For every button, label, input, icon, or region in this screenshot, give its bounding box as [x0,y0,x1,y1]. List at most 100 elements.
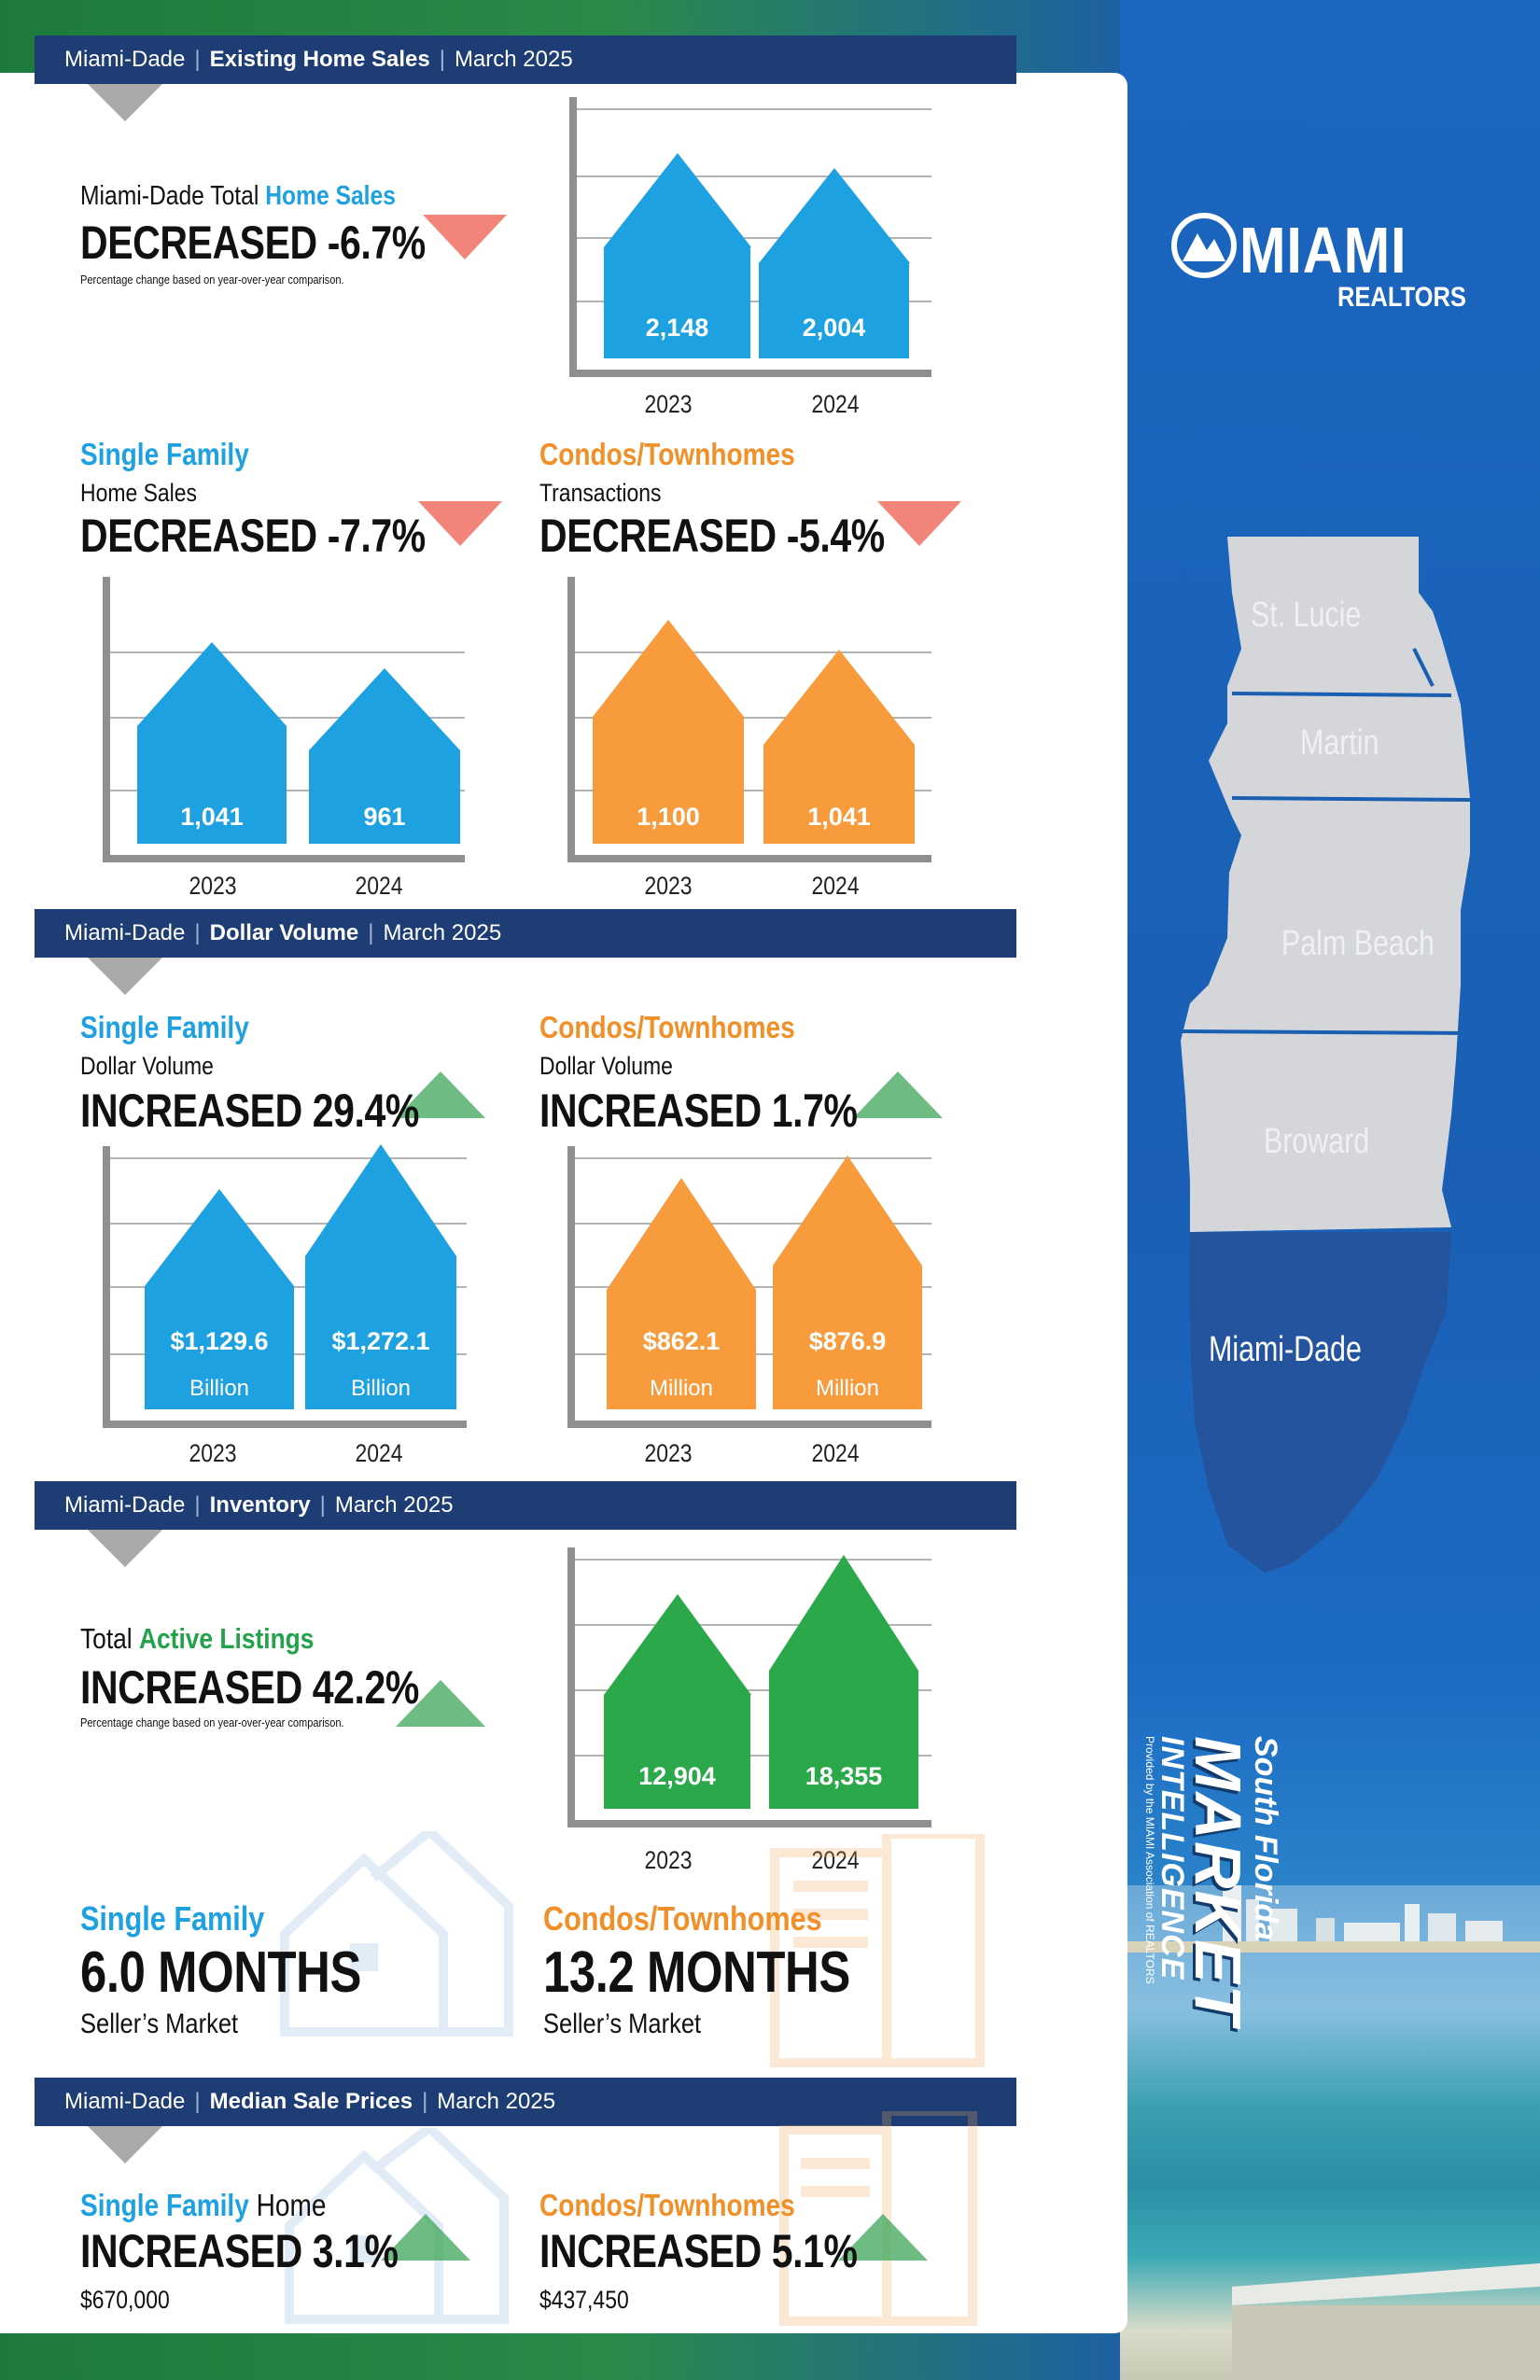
year-label: 2024 [355,1439,403,1467]
condo-median-price: $437,450 [539,2286,629,2314]
condo-months-category: Condos/Townhomes [543,1899,822,1938]
house-outline-icon [280,1831,513,2037]
total-sales-note: Percentage change based on year-over-yea… [80,273,344,287]
header-date: March 2025 [437,2089,556,2114]
header-date: March 2025 [383,920,502,945]
building-outline-icon [770,1834,985,2067]
house-outline-icon [285,2128,509,2324]
brand-line2: MARKET [1182,1736,1254,2027]
header-pointer [88,2126,162,2163]
year-label: 2023 [644,1846,693,1874]
logo-sub: REALTORS [1337,282,1466,313]
year-label: 2024 [811,1439,860,1467]
header-title: Median Sale Prices [209,2089,413,2114]
sf-sales-subtitle: Home Sales [80,479,198,507]
condo-median-headline: INCREASED 5.1% [539,2225,858,2277]
year-label: 2023 [644,390,693,418]
bar-2024: 18,355 [769,1555,918,1809]
listings-headline: INCREASED 42.2% [80,1661,419,1714]
up-arrow-icon [396,1071,485,1118]
bar-2024: 1,041 [763,650,915,844]
beach-photo [1120,1885,1540,2380]
up-arrow-icon [838,2214,928,2261]
up-arrow-icon [853,1071,943,1118]
up-arrow-icon [381,2214,470,2261]
bar-2023: $862.1 Million [607,1178,756,1409]
section-header-inventory: Miami-Dade | Inventory | March 2025 [35,1481,1016,1530]
header-area: Miami-Dade [64,47,186,72]
year-label: 2023 [644,1439,693,1467]
header-title: Existing Home Sales [209,47,430,72]
county-broward: Broward [1264,1122,1370,1161]
bar-2023: 12,904 [604,1594,751,1809]
county-st-lucie: St. Lucie [1251,595,1362,635]
total-sales-headline: DECREASED -6.7% [80,217,426,269]
header-area: Miami-Dade [64,2089,186,2114]
year-label: 2024 [811,872,860,900]
header-date: March 2025 [334,1492,454,1518]
logo-mark-icon [1171,213,1237,278]
condo-months-market: Seller’s Market [543,2009,702,2039]
bar-2024: 2,004 [759,168,910,358]
sf-volume-headline: INCREASED 29.4% [80,1085,419,1137]
sf-median-headline: INCREASED 3.1% [80,2225,399,2277]
sf-sales-headline: DECREASED -7.7% [80,510,426,562]
county-palm-beach: Palm Beach [1281,924,1435,963]
sf-months-category: Single Family [80,1899,265,1938]
year-label: 2024 [355,872,403,900]
logo-name: MIAMI [1239,214,1407,287]
down-arrow-icon [423,215,507,259]
county-martin: Martin [1300,723,1379,763]
bar-2023: 1,100 [593,620,744,844]
sf-months-headline: 6.0 MONTHS [80,1940,361,2005]
county-miami-dade: Miami-Dade [1209,1330,1362,1369]
year-label: 2023 [189,872,237,900]
header-date: March 2025 [454,47,573,72]
section-header-sales: Miami-Dade | Existing Home Sales | March 202… [35,35,1016,84]
condo-volume-category: Condos/Townhomes [539,1010,795,1044]
brand-line3: INTELLIGENCE [1155,1736,1190,1981]
year-label: 2023 [189,1439,237,1467]
up-arrow-icon [396,1680,485,1727]
sf-volume-category: Single Family [80,1010,249,1044]
year-label: 2023 [644,872,693,900]
market-intelligence-brand: South Florida MARKET INTELLIGENCE Provid… [1143,1736,1283,2221]
brand-line4: Provided by the MIAMI Association of REA… [1143,1736,1156,1984]
bar-2023: 2,148 [604,153,751,358]
condo-sales-headline: DECREASED -5.4% [539,510,885,562]
header-title: Inventory [209,1492,311,1518]
bar-2023: $1,129.6 Billion [145,1189,294,1409]
south-florida-map [1180,537,1471,1573]
total-sales-label: Miami-Dade Total Home Sales [80,181,396,211]
year-label: 2024 [811,390,860,418]
sf-median-label: Single Family Home [80,2188,327,2222]
section-header-volume: Miami-Dade | Dollar Volume | March 2025 [35,909,1016,958]
listings-label: Total Active Listings [80,1622,315,1655]
header-pointer [88,1530,162,1567]
header-area: Miami-Dade [64,1492,186,1518]
header-pointer [88,958,162,995]
condo-sales-category: Condos/Townhomes [539,437,795,471]
listings-note: Percentage change based on year-over-yea… [80,1715,344,1729]
bar-2024: $1,272.1 Billion [305,1144,456,1409]
bar-2023: 1,041 [137,642,287,844]
condo-volume-subtitle: Dollar Volume [539,1052,673,1080]
sf-volume-subtitle: Dollar Volume [80,1052,214,1080]
sf-months-market: Seller’s Market [80,2009,239,2039]
condo-months-headline: 13.2 MONTHS [543,1940,850,2005]
header-title: Dollar Volume [209,920,359,945]
condo-volume-headline: INCREASED 1.7% [539,1085,858,1137]
bar-2024: 961 [309,668,460,844]
sf-sales-category: Single Family [80,437,249,471]
header-area: Miami-Dade [64,920,186,945]
condo-sales-subtitle: Transactions [539,479,662,507]
sf-median-price: $670,000 [80,2286,170,2314]
down-arrow-icon [877,501,961,546]
bar-2024: $876.9 Million [773,1155,922,1409]
section-header-median: Miami-Dade | Median Sale Prices | March 2025 [35,2078,1016,2126]
year-label: 2024 [811,1846,860,1874]
header-pointer [88,84,162,121]
condo-sales-chart [567,577,931,862]
down-arrow-icon [418,501,502,546]
condo-median-category: Condos/Townhomes [539,2188,795,2222]
